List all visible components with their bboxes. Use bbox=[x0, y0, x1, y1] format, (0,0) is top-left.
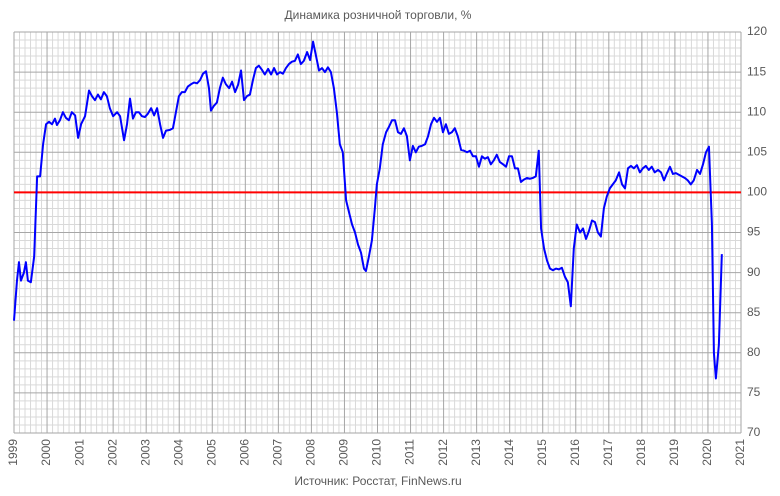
x-tick-label: 2010 bbox=[370, 439, 384, 466]
chart-title: Динамика розничной торговли, % bbox=[285, 8, 472, 22]
y-tick-label: 105 bbox=[747, 144, 767, 158]
y-tick-label: 110 bbox=[747, 104, 766, 118]
y-tick-label: 70 bbox=[747, 425, 761, 439]
x-tick-label: 2009 bbox=[337, 439, 351, 466]
x-tick-label: 2021 bbox=[733, 439, 747, 466]
x-tick-label: 2017 bbox=[601, 439, 615, 466]
x-tick-label: 2012 bbox=[436, 439, 450, 466]
x-tick-label: 2019 bbox=[667, 439, 681, 466]
y-tick-label: 85 bbox=[747, 305, 761, 319]
source-note: Источник: Росстат, FinNews.ru bbox=[294, 474, 461, 488]
x-tick-label: 2002 bbox=[105, 439, 119, 466]
y-tick-label: 95 bbox=[747, 225, 761, 239]
y-tick-label: 75 bbox=[747, 385, 761, 399]
y-tick-label: 120 bbox=[747, 24, 767, 38]
x-tick-label: 2014 bbox=[502, 439, 516, 466]
x-tick-label: 2000 bbox=[39, 439, 53, 466]
x-tick-label: 2007 bbox=[271, 439, 285, 466]
x-tick-label: 2001 bbox=[72, 439, 86, 466]
y-tick-label: 100 bbox=[747, 185, 767, 199]
x-tick-label: 2020 bbox=[700, 439, 714, 466]
data-line bbox=[13, 40, 723, 380]
x-tick-label: 2006 bbox=[237, 439, 251, 466]
x-tick-label: 2003 bbox=[138, 439, 152, 466]
y-tick-label: 115 bbox=[747, 64, 766, 78]
y-tick-label: 90 bbox=[747, 265, 761, 279]
x-tick-label: 2008 bbox=[304, 439, 318, 466]
x-tick-label: 2004 bbox=[171, 439, 185, 466]
x-tick-label: 2016 bbox=[568, 439, 582, 466]
x-tick-label: 1999 bbox=[6, 439, 20, 466]
x-tick-label: 2005 bbox=[204, 439, 218, 466]
x-tick-label: 2013 bbox=[469, 439, 483, 466]
y-tick-label: 80 bbox=[747, 345, 761, 359]
x-tick-label: 2011 bbox=[403, 439, 417, 465]
x-tick-label: 2018 bbox=[634, 439, 648, 466]
x-tick-label: 2015 bbox=[535, 439, 549, 466]
